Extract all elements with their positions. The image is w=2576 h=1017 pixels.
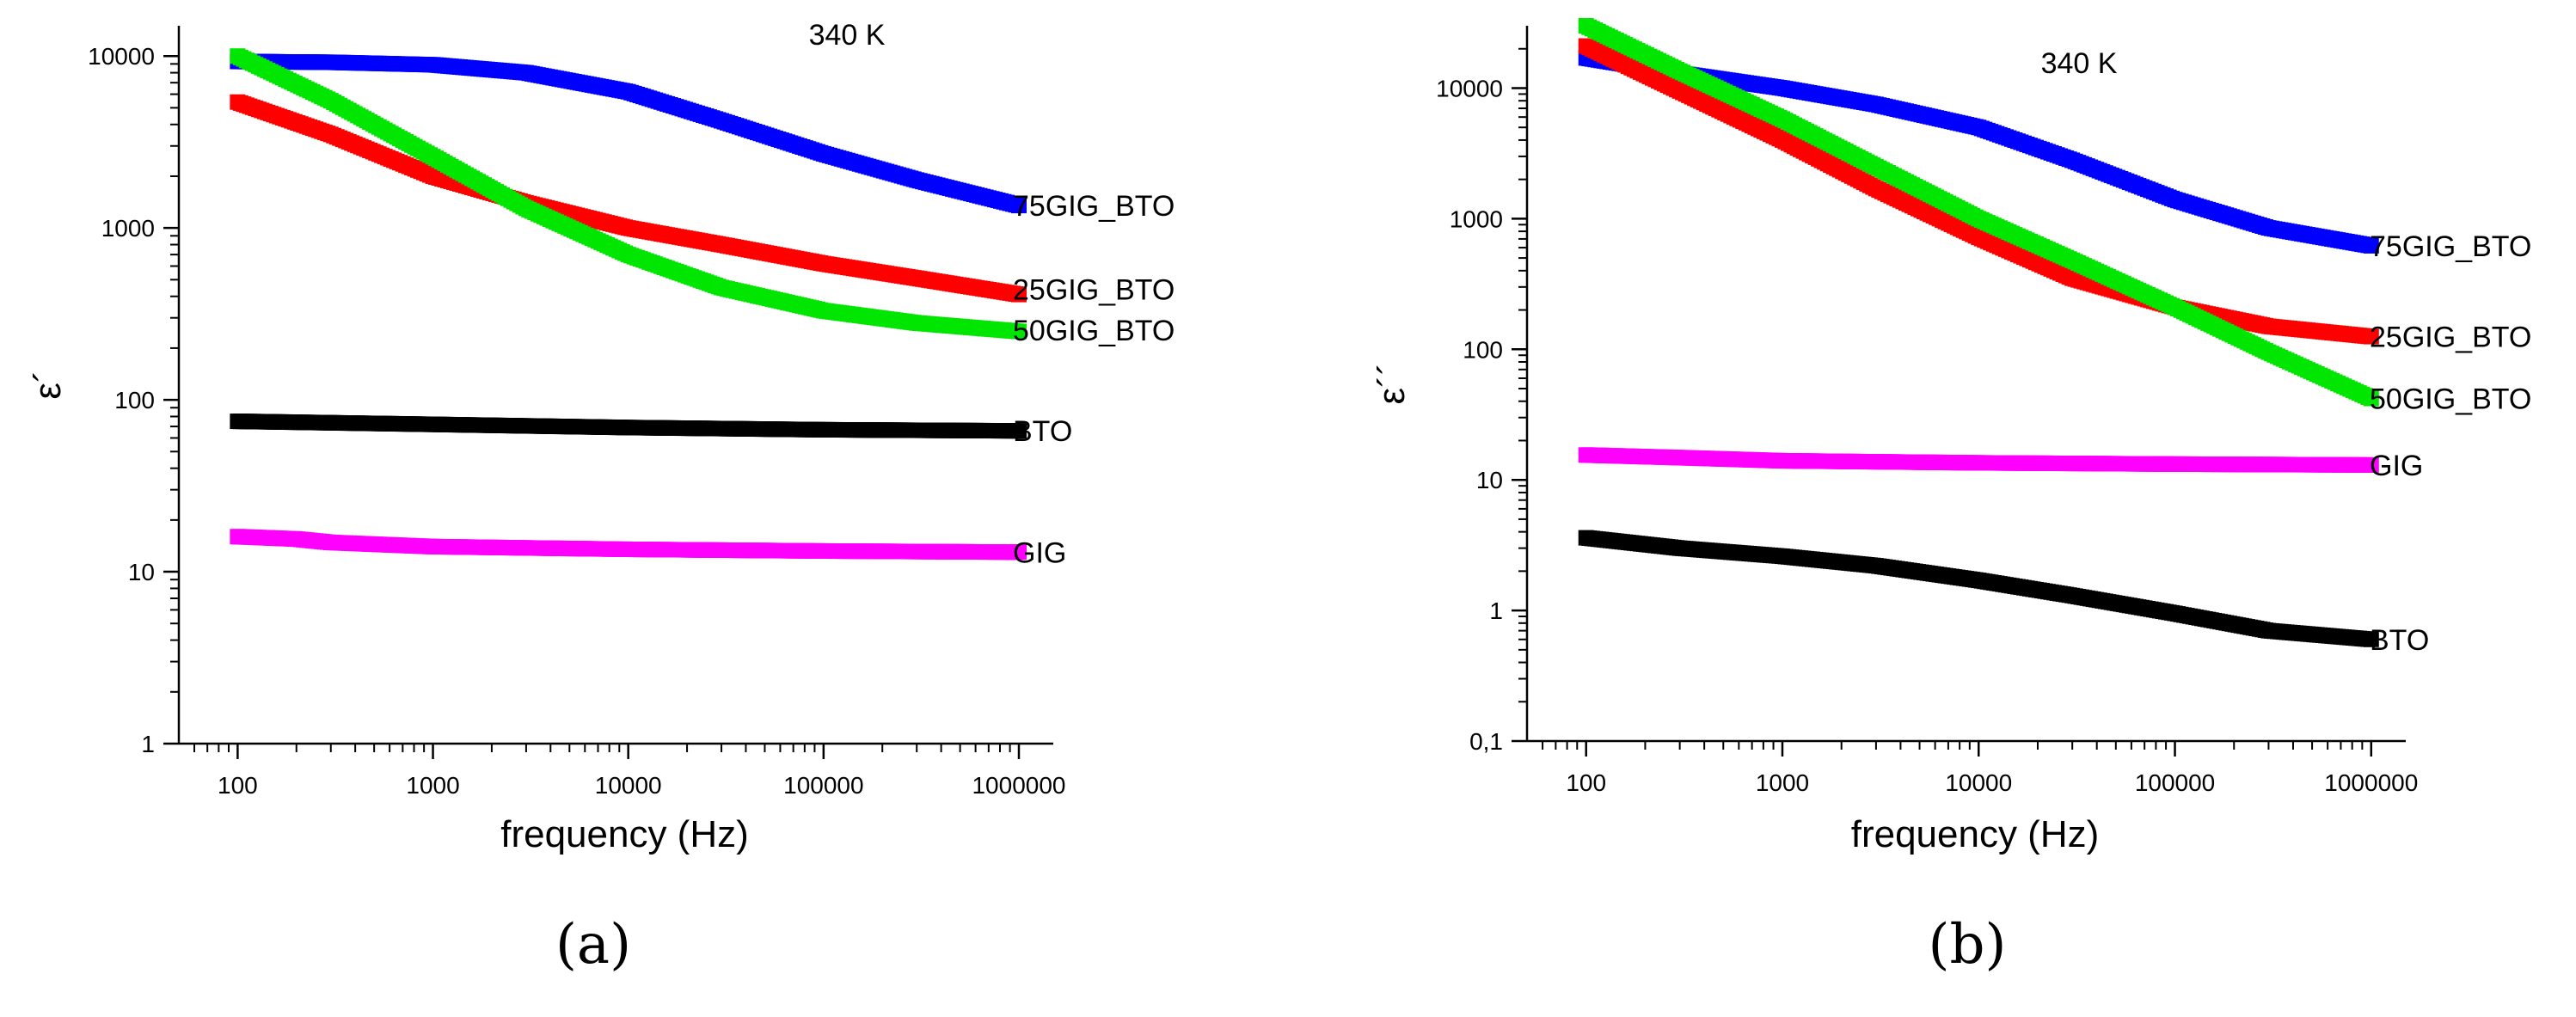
data-point <box>1011 423 1027 439</box>
x-tick-label: 100000 <box>2135 769 2215 796</box>
series-GIG <box>230 529 1027 561</box>
series-label-25GIG_BTO: 25GIG_BTO <box>2370 322 2531 354</box>
data-point <box>2363 390 2379 407</box>
series-label-50GIG_BTO: 50GIG_BTO <box>1013 315 1175 347</box>
series-label-25GIG_BTO: 25GIG_BTO <box>1013 273 1175 306</box>
y-tick-label: 10000 <box>1436 75 1503 101</box>
y-tick-label: 1000 <box>1450 205 1503 232</box>
y-tick-label: 10 <box>1476 467 1503 493</box>
x-axis-title: frequency (Hz) <box>1851 813 2100 855</box>
y-tick-label: 10000 <box>88 43 155 70</box>
y-tick-label: 100 <box>1463 336 1503 363</box>
panel-label: (b) <box>1929 913 2007 977</box>
series-BTO <box>1578 530 2379 647</box>
series-label-GIG: GIG <box>1013 536 1066 569</box>
x-tick-label: 1000000 <box>2324 769 2418 796</box>
y-tick-label: 1 <box>1489 597 1503 624</box>
x-tick-label: 100 <box>218 772 258 799</box>
y-tick-label: 10 <box>128 559 155 585</box>
data-point <box>2363 456 2379 473</box>
series-label-BTO: BTO <box>1013 415 1072 448</box>
series-75GIG_BTO <box>1578 50 2379 254</box>
data-point <box>1011 323 1027 340</box>
y-tick-label: 0,1 <box>1469 728 1503 755</box>
data-point <box>2363 237 2379 254</box>
y-tick-label: 1000 <box>101 215 155 242</box>
series-label-50GIG_BTO: 50GIG_BTO <box>2370 383 2531 416</box>
y-tick-label: 100 <box>114 387 155 414</box>
data-point <box>1011 544 1027 561</box>
x-tick-label: 10000 <box>595 772 662 799</box>
x-tick-label: 1000 <box>406 772 459 799</box>
series-label-BTO: BTO <box>2370 624 2429 657</box>
series-50GIG_BTO <box>1578 18 2379 407</box>
chart-a: 100 1000 10000 100000 1000000 1 10 100 1000 10000… <box>27 19 1175 977</box>
y-axis-title: ε´ <box>27 370 69 399</box>
x-tick-label: 1000 <box>1756 769 1809 796</box>
chart-b: 100 1000 10000 100000 1000000 0,1 1 10 100 1000 10… <box>1371 18 2531 977</box>
x-tick-label: 100 <box>1566 769 1606 796</box>
y-axis-title: ε´´ <box>1371 363 1413 405</box>
series-25GIG_BTO <box>230 94 1027 303</box>
series-50GIG_BTO <box>230 48 1027 340</box>
series-label-75GIG_BTO: 75GIG_BTO <box>1013 190 1175 223</box>
y-tick-label: 1 <box>141 731 155 757</box>
x-axis-title: frequency (Hz) <box>500 813 749 855</box>
x-tick-label: 1000000 <box>972 772 1065 799</box>
data-point <box>1011 286 1027 303</box>
data-point <box>2363 328 2379 345</box>
data-point <box>1011 198 1027 214</box>
chart-title: 340 K <box>809 19 886 52</box>
x-tick-label: 100000 <box>783 772 863 799</box>
series-75GIG_BTO <box>230 53 1027 214</box>
chart-title: 340 K <box>2041 47 2118 80</box>
panel-label: (a) <box>555 913 631 977</box>
series-GIG <box>1578 447 2379 473</box>
series-BTO <box>230 414 1027 439</box>
x-tick-label: 10000 <box>1945 769 2012 796</box>
data-point <box>2363 631 2379 647</box>
series-label-75GIG_BTO: 75GIG_BTO <box>2370 230 2531 263</box>
series-label-GIG: GIG <box>2370 450 2423 482</box>
